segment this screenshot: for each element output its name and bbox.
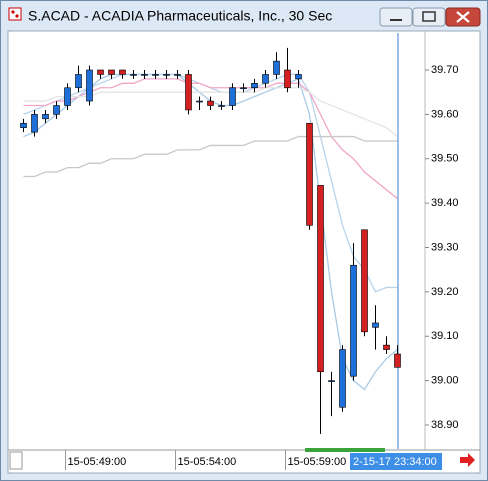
candle-body [361, 229, 368, 333]
moving-average-line [23, 87, 398, 138]
session-bar [305, 448, 385, 452]
candle-body [130, 74, 137, 76]
candle-body [284, 69, 291, 89]
y-tick-label: 39.00 [431, 375, 459, 387]
chart-panel [7, 30, 481, 474]
candle-body [97, 69, 104, 75]
candle-body [174, 74, 181, 76]
crosshair-label: 2-15-17 23:34:00 [353, 456, 437, 468]
y-tick-label: 39.40 [431, 197, 459, 209]
candle-body [383, 344, 390, 350]
candle-body [350, 264, 357, 377]
candle-body [372, 322, 379, 328]
y-tick-label: 38.90 [431, 419, 459, 431]
y-tick-label: 39.20 [431, 286, 459, 298]
candle-body [394, 353, 401, 368]
candle-body [31, 114, 38, 133]
candle-body [229, 87, 236, 106]
candle-body [53, 105, 60, 115]
candle-body [119, 69, 126, 75]
y-tick-label: 39.10 [431, 330, 459, 342]
minimize-button[interactable] [379, 7, 413, 27]
candle-body [86, 69, 93, 102]
candle-body [328, 380, 335, 382]
moving-average-line [23, 78, 398, 200]
candle-body [196, 100, 203, 103]
candle-body [108, 69, 115, 75]
candle-body [317, 185, 324, 373]
candle-body [273, 60, 280, 75]
candle-body [339, 349, 346, 408]
y-tick-label: 39.60 [431, 108, 459, 120]
x-tick-label: 15-05:59:00 [288, 456, 347, 468]
candle-body [306, 122, 313, 226]
candle-body [64, 87, 71, 106]
candle-body [218, 105, 225, 107]
maximize-button[interactable] [412, 7, 446, 27]
moving-average-line [23, 135, 398, 178]
x-tick-label: 15-05:54:00 [178, 456, 237, 468]
candle-body [75, 74, 82, 89]
scroll-box[interactable] [9, 451, 23, 470]
candle-body [185, 74, 192, 111]
app-icon-dot [15, 14, 19, 18]
crosshair-label-box [350, 453, 442, 470]
y-tick-label: 39.30 [431, 241, 459, 253]
app-icon-dot [11, 10, 15, 14]
candle-body [251, 83, 258, 89]
scroll-arrow[interactable] [460, 453, 475, 467]
candle-body [207, 100, 214, 106]
candle-body [295, 74, 302, 80]
app-icon [8, 7, 22, 21]
candle-body [262, 74, 269, 84]
maximize-icon [422, 11, 436, 22]
candle-body [152, 74, 159, 76]
candle-body [163, 74, 170, 76]
candle-body [20, 122, 27, 128]
candle-body [240, 87, 247, 90]
window-title: S.ACAD - ACADIA Pharmaceuticals, Inc., 3… [28, 8, 332, 24]
candle-body [141, 74, 148, 76]
y-tick-label: 39.50 [431, 153, 459, 165]
x-tick-label: 15-05:49:00 [68, 456, 127, 468]
y-tick-label: 39.70 [431, 64, 459, 76]
candle-body [42, 114, 49, 120]
close-icon [456, 11, 470, 23]
